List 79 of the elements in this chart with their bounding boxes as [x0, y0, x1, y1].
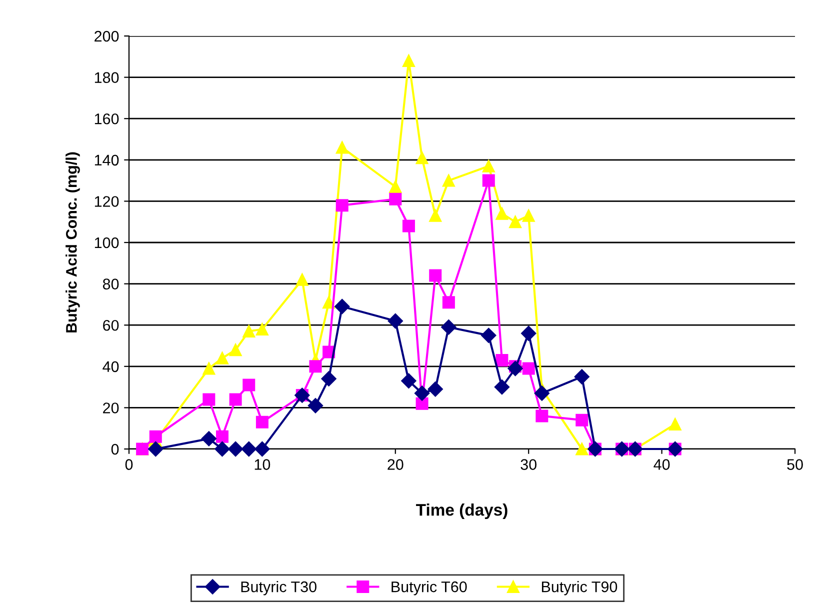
y-axis-title: Butyric Acid Conc. (mg/l) [66, 152, 80, 332]
point [336, 199, 348, 212]
point [201, 431, 216, 446]
y-tick-label: 40 [102, 361, 119, 372]
point [334, 298, 350, 314]
x-tick-label: 20 [388, 459, 404, 470]
point [309, 360, 322, 373]
y-tick-label: 200 [94, 30, 119, 42]
legend-label: Butyric T90 [542, 581, 618, 596]
point [228, 441, 244, 457]
y-tick-label: 100 [94, 237, 119, 248]
point [202, 393, 216, 406]
point [229, 393, 242, 406]
point [402, 54, 415, 68]
x-tick-label: 40 [654, 459, 670, 470]
y-tick-label: 160 [94, 113, 119, 124]
point [494, 379, 510, 395]
y-tick-label: 0 [111, 444, 119, 455]
point [576, 442, 588, 456]
x-tick-label: 10 [254, 459, 270, 470]
point [336, 141, 348, 154]
point [668, 418, 682, 430]
point [576, 414, 588, 426]
point [574, 369, 590, 384]
point [414, 386, 430, 401]
y-tick-label: 20 [103, 402, 119, 414]
point [148, 441, 164, 457]
point [216, 352, 228, 364]
x-tick-label: 50 [787, 459, 803, 470]
point [481, 328, 496, 343]
y-tick-label: 140 [94, 154, 119, 166]
point [241, 441, 256, 457]
point [214, 441, 230, 457]
point [149, 430, 162, 443]
point [442, 296, 455, 309]
point [429, 209, 442, 222]
point [496, 207, 508, 220]
point [216, 430, 228, 443]
point [388, 313, 403, 329]
point [534, 386, 550, 401]
legend-label: Butyric T60 [392, 581, 467, 596]
point [482, 174, 495, 187]
y-tick-label: 180 [94, 72, 119, 83]
point [522, 362, 535, 375]
point [509, 216, 522, 228]
point [416, 152, 428, 164]
point [442, 174, 455, 187]
point [508, 360, 523, 376]
x-axis-title: Time (days) [416, 504, 508, 520]
y-tick-label: 80 [102, 278, 119, 290]
point [322, 296, 336, 309]
point [256, 322, 268, 336]
point [389, 192, 402, 206]
x-tick-label: 30 [520, 459, 536, 470]
point [242, 378, 256, 392]
point [321, 371, 336, 386]
point [496, 354, 508, 366]
point [242, 325, 256, 338]
point [256, 416, 268, 428]
y-tick-label: 120 [94, 196, 119, 207]
point [389, 180, 402, 193]
point [428, 382, 443, 397]
point [296, 273, 308, 286]
point [522, 209, 535, 222]
point [429, 269, 442, 282]
point [308, 398, 324, 414]
point [521, 326, 536, 341]
point [536, 410, 548, 422]
point [482, 160, 495, 172]
point [402, 220, 415, 232]
point [441, 320, 456, 335]
legend-label: Butyric T30 [241, 581, 316, 596]
y-tick-label: 60 [103, 320, 119, 331]
x-tick-label: 0 [125, 459, 133, 470]
point [202, 362, 216, 375]
point [416, 397, 428, 410]
point [401, 373, 416, 388]
point [254, 441, 270, 457]
point [229, 344, 242, 356]
